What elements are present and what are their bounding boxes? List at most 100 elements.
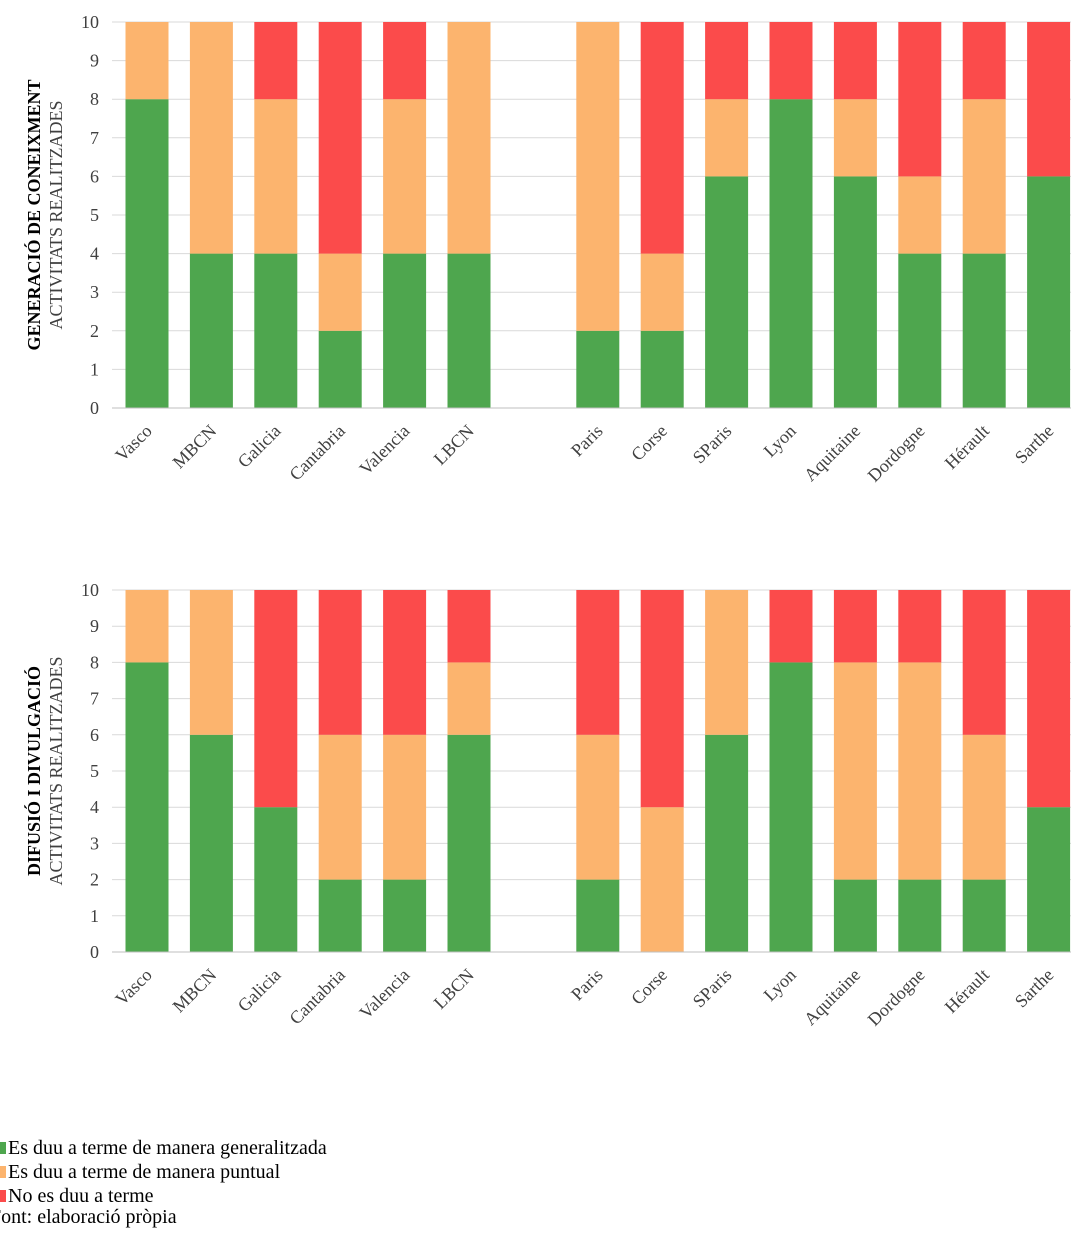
bar-vasco-s1 <box>125 590 169 663</box>
bar-dordogne-s1 <box>898 176 942 254</box>
bar-sparis-s1 <box>705 99 749 177</box>
bar-cantabria-s0 <box>318 330 362 408</box>
x-tick-label-cantabria: Cantabria <box>285 965 349 1029</box>
bar-dordogne-s0 <box>898 879 942 952</box>
x-tick-label-sparis: SParis <box>689 421 736 468</box>
chart-title: DIFUSIÓ I DIVULGACIÓ <box>23 666 44 876</box>
bar-aquitaine-s0 <box>833 176 877 408</box>
y-tick-label-5: 5 <box>90 761 99 781</box>
x-tick-label-lyon: Lyon <box>760 965 800 1005</box>
legend-item-no-es-duu: No es duu a terme <box>0 1184 600 1208</box>
bar-corse-s2 <box>640 590 684 808</box>
y-tick-label-7: 7 <box>90 689 99 709</box>
y-axis-label: ACTIVITATS REALITZADES <box>46 100 66 329</box>
bar-corse-s2 <box>640 22 684 254</box>
bar-aquitaine-s2 <box>833 590 877 663</box>
x-tick-label-corse: Corse <box>627 421 671 465</box>
x-tick-label-sarthe: Sarthe <box>1011 965 1058 1012</box>
bar-herault-s1 <box>962 734 1006 880</box>
x-tick-label-valencia: Valencia <box>355 421 413 479</box>
x-tick-label-mbcn: MBCN <box>169 965 221 1017</box>
bar-mbcn-s0 <box>189 253 233 408</box>
x-tick-label-sparis: SParis <box>689 965 736 1012</box>
source-note: Font: elaboració pròpia <box>0 1206 177 1228</box>
bar-aquitaine-s1 <box>833 99 877 177</box>
chart-generacio-de-coneixment: 0 1 2 3 4 5 6 7 8 9 10 Vasco MBCN Galicia Cantabria Val… <box>23 12 1071 486</box>
y-tick-label-3: 3 <box>90 282 99 302</box>
bar-valencia-s0 <box>383 879 427 952</box>
y-tick-label-0: 0 <box>90 942 99 962</box>
bar-vasco-s1 <box>125 22 169 100</box>
legend-label: Es duu a terme de manera puntual <box>8 1161 281 1183</box>
x-tick-label-galicia: Galicia <box>234 421 285 472</box>
bar-vasco-s0 <box>125 99 169 408</box>
x-tick-label-valencia: Valencia <box>355 965 413 1023</box>
legend-label: No es duu a terme <box>8 1185 154 1207</box>
bar-galicia-s0 <box>254 807 298 952</box>
y-tick-label-8: 8 <box>90 89 99 109</box>
x-tick-label-corse: Corse <box>627 965 671 1009</box>
bar-lyon-s0 <box>769 99 813 408</box>
bar-valencia-s2 <box>383 590 427 735</box>
bar-sarthe-s0 <box>1027 807 1071 952</box>
y-tick-label-5: 5 <box>90 205 99 225</box>
bar-lyon-s0 <box>769 662 813 952</box>
y-tick-label-2: 2 <box>90 870 99 890</box>
bar-cantabria-s1 <box>318 734 362 880</box>
bar-corse-s1 <box>640 807 684 952</box>
x-tick-label-herault: Hérault <box>941 965 993 1017</box>
x-tick-label-vasco: Vasco <box>111 965 156 1010</box>
y-tick-label-1: 1 <box>90 359 99 379</box>
y-tick-label-9: 9 <box>90 616 99 636</box>
x-tick-label-herault: Hérault <box>941 421 993 473</box>
bar-valencia-s1 <box>383 734 427 880</box>
x-tick-label-cantabria: Cantabria <box>285 421 349 485</box>
bar-herault-s2 <box>962 590 1006 735</box>
bar-lyon-s2 <box>769 590 813 663</box>
bar-cantabria-s2 <box>318 590 362 735</box>
x-tick-label-lyon: Lyon <box>760 421 800 461</box>
bar-dordogne-s2 <box>898 590 942 663</box>
legend: Es duu a terme de manera generalitzada E… <box>0 1136 600 1208</box>
x-tick-label-paris: Paris <box>567 965 607 1005</box>
bar-sarthe-s0 <box>1027 176 1071 408</box>
x-tick-label-dordogne: Dordogne <box>864 965 929 1030</box>
bar-vasco-s0 <box>125 662 169 952</box>
chart-difusio-i-divulgacio: 0 1 2 3 4 5 6 7 8 9 10 Vasco MBCN Galicia Cantabria Val… <box>23 580 1071 1030</box>
legend-swatch-generalitzada <box>0 1142 6 1154</box>
x-tick-label-lbcn: LBCN <box>430 965 478 1013</box>
y-tick-label-1: 1 <box>90 906 99 926</box>
y-tick-label-3: 3 <box>90 833 99 853</box>
x-tick-label-vasco: Vasco <box>111 421 156 466</box>
x-tick-label-mbcn: MBCN <box>169 421 221 473</box>
bar-sparis-s2 <box>705 22 749 100</box>
bar-herault-s1 <box>962 99 1006 254</box>
x-tick-label-lbcn: LBCN <box>430 421 478 469</box>
bar-aquitaine-s1 <box>833 662 877 880</box>
legend-swatch-no-es-duu <box>0 1190 6 1202</box>
y-tick-label-10: 10 <box>81 12 99 32</box>
bar-paris-s1 <box>576 22 620 331</box>
legend-label: Es duu a terme de manera generalitzada <box>8 1137 327 1159</box>
bar-herault-s2 <box>962 22 1006 100</box>
y-axis-label: ACTIVITATS REALITZADES <box>46 656 66 885</box>
bar-galicia-s1 <box>254 99 298 254</box>
y-tick-label-6: 6 <box>90 166 99 186</box>
bar-lbcn-s1 <box>447 662 491 735</box>
bar-paris-s1 <box>576 734 620 880</box>
bar-valencia-s0 <box>383 253 427 408</box>
bar-valencia-s2 <box>383 22 427 100</box>
bar-cantabria-s0 <box>318 879 362 952</box>
bar-mbcn-s1 <box>189 590 233 735</box>
bar-mbcn-s1 <box>189 22 233 254</box>
chart-title: GENERACIÓ DE CONEIXMENT <box>23 79 44 350</box>
bar-galicia-s2 <box>254 590 298 808</box>
bar-lbcn-s0 <box>447 253 491 408</box>
bar-aquitaine-s0 <box>833 879 877 952</box>
y-tick-label-7: 7 <box>90 128 99 148</box>
legend-swatch-puntual <box>0 1166 6 1178</box>
bar-sarthe-s2 <box>1027 22 1071 177</box>
y-tick-label-4: 4 <box>90 797 99 817</box>
bar-paris-s0 <box>576 879 620 952</box>
